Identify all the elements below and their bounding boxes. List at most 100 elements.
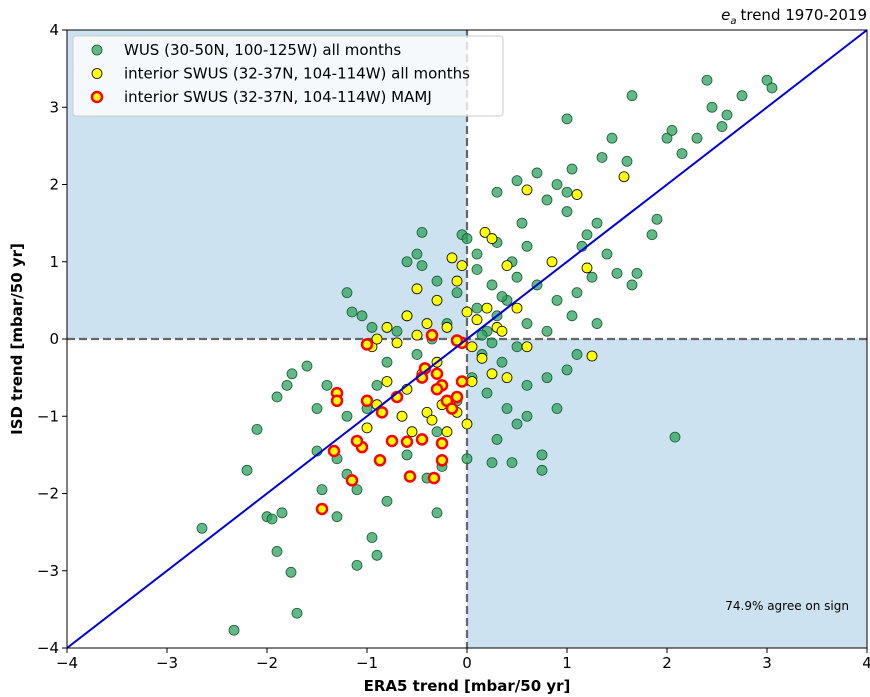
point: [561, 113, 573, 125]
point: [321, 379, 333, 391]
point: [618, 171, 630, 183]
point: [430, 367, 444, 381]
point: [501, 403, 513, 414]
point: [691, 132, 703, 144]
point: [466, 376, 478, 387]
point: [471, 248, 483, 260]
point: [375, 406, 389, 419]
point: [596, 152, 608, 163]
x-axis-label: ERA5 trend [mbar/50 yr]: [364, 677, 571, 695]
point: [455, 375, 469, 388]
point: [406, 426, 418, 438]
point: [381, 376, 393, 387]
point: [736, 90, 748, 102]
legend-label: interior SWUS (32-37N, 104-114W) all mon…: [124, 65, 470, 83]
legend-marker: [90, 90, 104, 104]
point: [441, 426, 453, 438]
point: [486, 337, 498, 349]
point: [411, 248, 423, 260]
point: [471, 264, 483, 275]
point: [476, 352, 488, 364]
point: [351, 559, 363, 571]
point: [431, 426, 443, 438]
point: [315, 502, 329, 516]
point: [427, 471, 441, 485]
point: [451, 275, 463, 287]
x-tick-label: −3: [156, 654, 178, 672]
point: [341, 410, 353, 422]
point: [345, 474, 359, 487]
point: [541, 194, 553, 206]
title-text: trend 1970-2019: [740, 6, 867, 24]
y-tick-label: −3: [37, 562, 59, 580]
point: [511, 341, 523, 353]
point: [491, 434, 503, 445]
x-tick-label: −1: [356, 654, 378, 672]
point: [401, 310, 413, 322]
point: [521, 318, 533, 329]
point: [551, 179, 563, 190]
point: [196, 522, 208, 534]
point: [541, 325, 553, 337]
point: [496, 356, 508, 368]
point: [481, 302, 493, 314]
point: [501, 260, 513, 272]
point: [651, 213, 663, 225]
point: [228, 624, 240, 636]
point: [360, 338, 374, 351]
point: [381, 322, 393, 333]
legend-label: interior SWUS (32-37N, 104-114W) MAMJ: [124, 88, 432, 106]
title-symbol: e: [721, 6, 730, 24]
point: [385, 434, 399, 448]
point: [426, 414, 438, 426]
point: [431, 507, 443, 519]
legend-marker: [91, 44, 103, 56]
y-tick-label: 2: [49, 176, 59, 194]
point: [506, 457, 518, 469]
point: [411, 349, 423, 360]
point: [445, 402, 459, 415]
point: [311, 403, 323, 414]
point: [496, 325, 508, 337]
point: [521, 184, 533, 196]
point: [561, 186, 573, 198]
point: [446, 252, 458, 264]
point: [701, 74, 713, 86]
point: [561, 364, 573, 376]
point: [425, 328, 439, 342]
point: [391, 325, 403, 337]
point: [281, 379, 293, 391]
point: [431, 294, 443, 306]
point: [285, 566, 297, 578]
point: [271, 546, 283, 557]
point: [591, 318, 603, 329]
point: [626, 90, 638, 102]
point: [486, 279, 498, 291]
point: [435, 437, 449, 450]
point: [301, 360, 313, 372]
quadrant-shade: [467, 339, 867, 648]
point: [516, 217, 528, 229]
point: [396, 410, 408, 422]
point: [421, 406, 433, 418]
point: [496, 291, 508, 302]
point: [461, 306, 473, 318]
point: [676, 148, 688, 160]
point: [350, 434, 364, 448]
point: [521, 341, 533, 353]
point: [471, 314, 483, 326]
x-tick-label: −4: [56, 654, 78, 672]
point: [416, 226, 428, 238]
point: [669, 431, 681, 443]
point: [421, 318, 433, 329]
point: [401, 256, 413, 268]
point: [416, 260, 428, 272]
point: [411, 329, 423, 341]
point: [646, 229, 658, 241]
grid-layer: [62, 29, 868, 653]
plot-frame: [66, 29, 868, 649]
point: [430, 382, 444, 396]
point: [581, 262, 593, 274]
point: [606, 132, 618, 144]
point: [471, 302, 483, 314]
